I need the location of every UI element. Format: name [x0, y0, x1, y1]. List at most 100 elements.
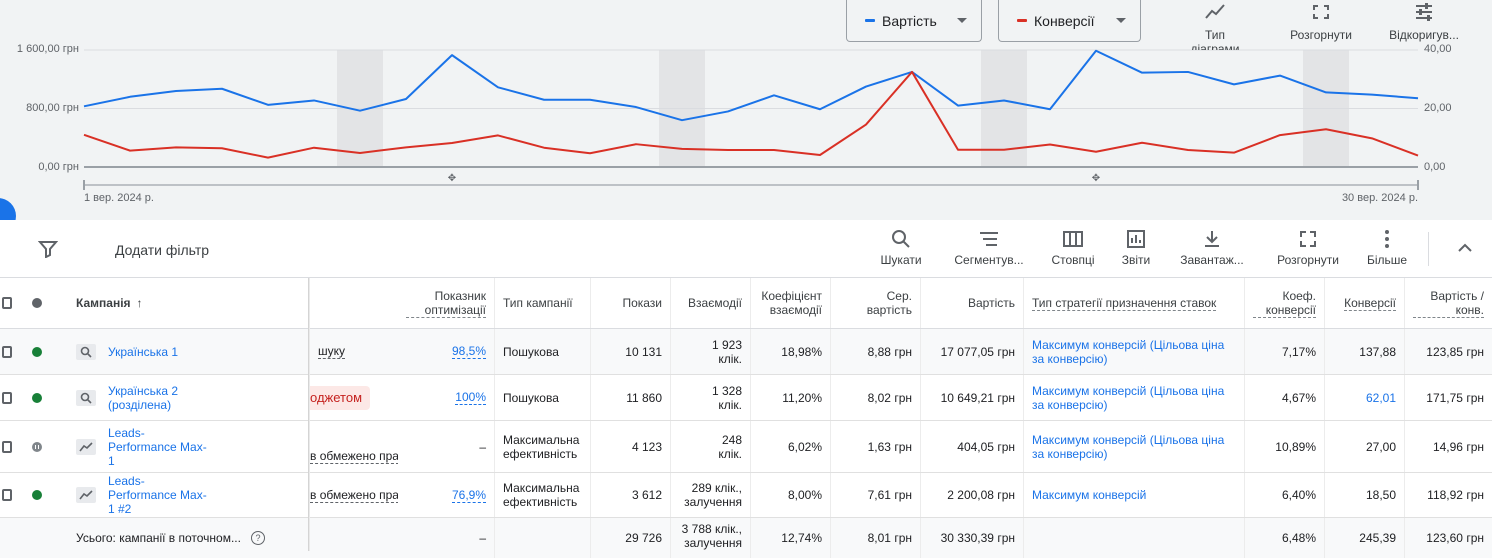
- bid-strategy-link[interactable]: Максимум конверсій (Цільова ціна за конв…: [1032, 384, 1236, 412]
- header-impressions[interactable]: Покази: [591, 278, 671, 328]
- fullscreen-button[interactable]: Розгорнути: [1270, 228, 1346, 267]
- avg-cost-cell: 1,63 грн: [831, 421, 921, 472]
- y-left-tick: 1 600,00 грн: [17, 43, 79, 55]
- bid-strategy-cell[interactable]: Максимум конверсій (Цільова ціна за конв…: [1024, 375, 1245, 420]
- chart-expand-button[interactable]: Розгорнути: [1284, 0, 1358, 42]
- download-label: Завантаж...: [1180, 253, 1244, 267]
- table-row[interactable]: Українська 1 шуку 98,5% Пошукова 10 131 …: [0, 329, 1492, 375]
- header-cost-label: Вартість: [968, 296, 1015, 310]
- row-checkbox[interactable]: [2, 346, 12, 358]
- metric2-dropdown[interactable]: Конверсії: [998, 0, 1141, 42]
- bid-strategy-cell[interactable]: Максимум конверсій: [1024, 473, 1245, 517]
- search-button[interactable]: Шукати: [872, 228, 930, 267]
- status-enabled-dot[interactable]: [32, 490, 42, 500]
- pmax-campaign-icon: [76, 487, 96, 503]
- row-checkbox[interactable]: [2, 489, 12, 501]
- interaction-rate-value: 18,98%: [781, 345, 822, 359]
- campaign-name-cell[interactable]: Leads-Performance Max-1 #2: [68, 473, 308, 517]
- row-status-cell[interactable]: [24, 329, 54, 374]
- bid-strategy-link[interactable]: Максимум конверсій (Цільова ціна за конв…: [1032, 433, 1236, 461]
- campaign-name-cell[interactable]: Українська 1: [68, 329, 308, 374]
- header-conv-rate[interactable]: Коеф. конверсії: [1245, 278, 1325, 328]
- chart-type-button[interactable]: Тип діаграми: [1180, 0, 1250, 50]
- opt-score-cell[interactable]: 100%: [398, 375, 495, 420]
- conv-rate-cell: 4,67%: [1245, 375, 1325, 420]
- help-icon[interactable]: ?: [251, 531, 265, 545]
- conversions-link[interactable]: 62,01: [1366, 391, 1396, 405]
- header-opt-score[interactable]: Показник оптимізації: [398, 278, 495, 328]
- bid-strategy-link[interactable]: Максимум конверсій: [1032, 488, 1146, 502]
- conversions-cell: 18,50: [1325, 473, 1405, 517]
- row-checkbox-cell[interactable]: [0, 421, 20, 472]
- series-line-conversions: [84, 72, 1418, 158]
- metric1-dropdown[interactable]: Вартість: [846, 0, 982, 42]
- reports-button[interactable]: Звіти: [1112, 228, 1160, 267]
- table-row[interactable]: Leads-Performance Max-1 #2 в обмежено пр…: [0, 473, 1492, 518]
- segment-button[interactable]: Сегментув...: [950, 228, 1028, 267]
- row-status-cell[interactable]: [24, 421, 54, 472]
- row-status-cell[interactable]: [24, 375, 54, 420]
- header-avg-cost[interactable]: Сер. вартість: [831, 278, 921, 328]
- interaction-rate-cell: 8,00%: [751, 473, 831, 517]
- row-status-cell[interactable]: [24, 473, 54, 517]
- more-button[interactable]: Більше: [1360, 228, 1414, 267]
- status-enabled-dot[interactable]: [32, 393, 42, 403]
- bid-strategy-cell[interactable]: Максимум конверсій (Цільова ціна за конв…: [1024, 329, 1245, 374]
- total-cost: 30 330,39 грн: [941, 531, 1015, 545]
- opt-score-link[interactable]: 100%: [455, 390, 486, 405]
- conversions-cell: 27,00: [1325, 421, 1405, 472]
- row-checkbox[interactable]: [2, 392, 12, 404]
- header-campaign[interactable]: Кампанія ↑: [68, 278, 308, 328]
- cost-per-conv-cell: 118,92 грн: [1405, 473, 1492, 517]
- campaign-name-link[interactable]: Українська 2 (розділена): [108, 384, 198, 412]
- download-button[interactable]: Завантаж...: [1170, 228, 1254, 267]
- row-checkbox-cell[interactable]: [0, 473, 20, 517]
- campaign-name-link[interactable]: Leads-Performance Max-1: [108, 426, 208, 468]
- collapse-chevron-up-icon[interactable]: [1455, 238, 1475, 258]
- campaign-name-link[interactable]: Українська 1: [108, 345, 178, 359]
- y-right-tick: 40,00: [1424, 43, 1452, 55]
- opt-score-link[interactable]: 98,5%: [452, 344, 486, 359]
- filter-icon[interactable]: [38, 240, 58, 258]
- opt-score-cell[interactable]: 98,5%: [398, 329, 495, 374]
- cost-per-conv-cell: 123,85 грн: [1405, 329, 1492, 374]
- conversions-value: 18,50: [1366, 488, 1396, 502]
- total-opt-score-cell: –: [398, 518, 495, 558]
- opt-score-cell[interactable]: 76,9%: [398, 473, 495, 517]
- campaign-name-cell[interactable]: Leads-Performance Max-1: [68, 421, 308, 472]
- campaign-name-cell[interactable]: Українська 2 (розділена): [68, 375, 308, 420]
- header-cost[interactable]: Вартість: [921, 278, 1024, 328]
- bid-strategy-link[interactable]: Максимум конверсій (Цільова ціна за конв…: [1032, 338, 1236, 366]
- header-interactions[interactable]: Взаємодії: [671, 278, 751, 328]
- status-paused-icon[interactable]: [32, 442, 42, 452]
- header-conversions[interactable]: Конверсії: [1325, 278, 1405, 328]
- header-bid-strategy[interactable]: Тип стратегії призначення ставок: [1024, 278, 1245, 328]
- header-impressions-label: Покази: [622, 296, 662, 310]
- avg-cost-cell: 8,02 грн: [831, 375, 921, 420]
- bid-strategy-cell[interactable]: Максимум конверсій (Цільова ціна за конв…: [1024, 421, 1245, 472]
- status-enabled-dot[interactable]: [32, 347, 42, 357]
- columns-button[interactable]: Стовпці: [1044, 228, 1102, 267]
- total-impressions-cell: 29 726: [591, 518, 671, 558]
- table-row[interactable]: Leads-Performance Max-1 в обмежено пра –…: [0, 421, 1492, 473]
- row-checkbox-cell[interactable]: [0, 329, 20, 374]
- chart-adjust-button[interactable]: Відкоригув...: [1384, 0, 1464, 42]
- header-interaction-rate[interactable]: Коефіцієнт взаємодії: [751, 278, 831, 328]
- opt-score-link[interactable]: 76,9%: [452, 488, 486, 503]
- avg-cost-value: 7,61 грн: [868, 488, 912, 502]
- impressions-cell: 10 131: [591, 329, 671, 374]
- conversions-cell[interactable]: 62,01: [1325, 375, 1405, 420]
- add-filter-button[interactable]: Додати фільтр: [115, 242, 209, 258]
- annotation-marker-icon: ✥: [448, 173, 456, 184]
- campaign-name-link[interactable]: Leads-Performance Max-1 #2: [108, 474, 208, 516]
- header-type[interactable]: Тип кампанії: [495, 278, 591, 328]
- table-row[interactable]: Українська 2 (розділена) оджетом 100% По…: [0, 375, 1492, 421]
- select-all-checkbox[interactable]: [2, 297, 12, 309]
- header-cost-per-conv[interactable]: Вартість / конв.: [1405, 278, 1492, 328]
- row-checkbox[interactable]: [2, 441, 12, 453]
- interactions-cell: 1 328 клік.: [671, 375, 751, 420]
- total-avg-cost-cell: 8,01 грн: [831, 518, 921, 558]
- header-select-all[interactable]: [0, 278, 20, 328]
- annotation-marker-icon: ✥: [1092, 173, 1100, 184]
- row-checkbox-cell[interactable]: [0, 375, 20, 420]
